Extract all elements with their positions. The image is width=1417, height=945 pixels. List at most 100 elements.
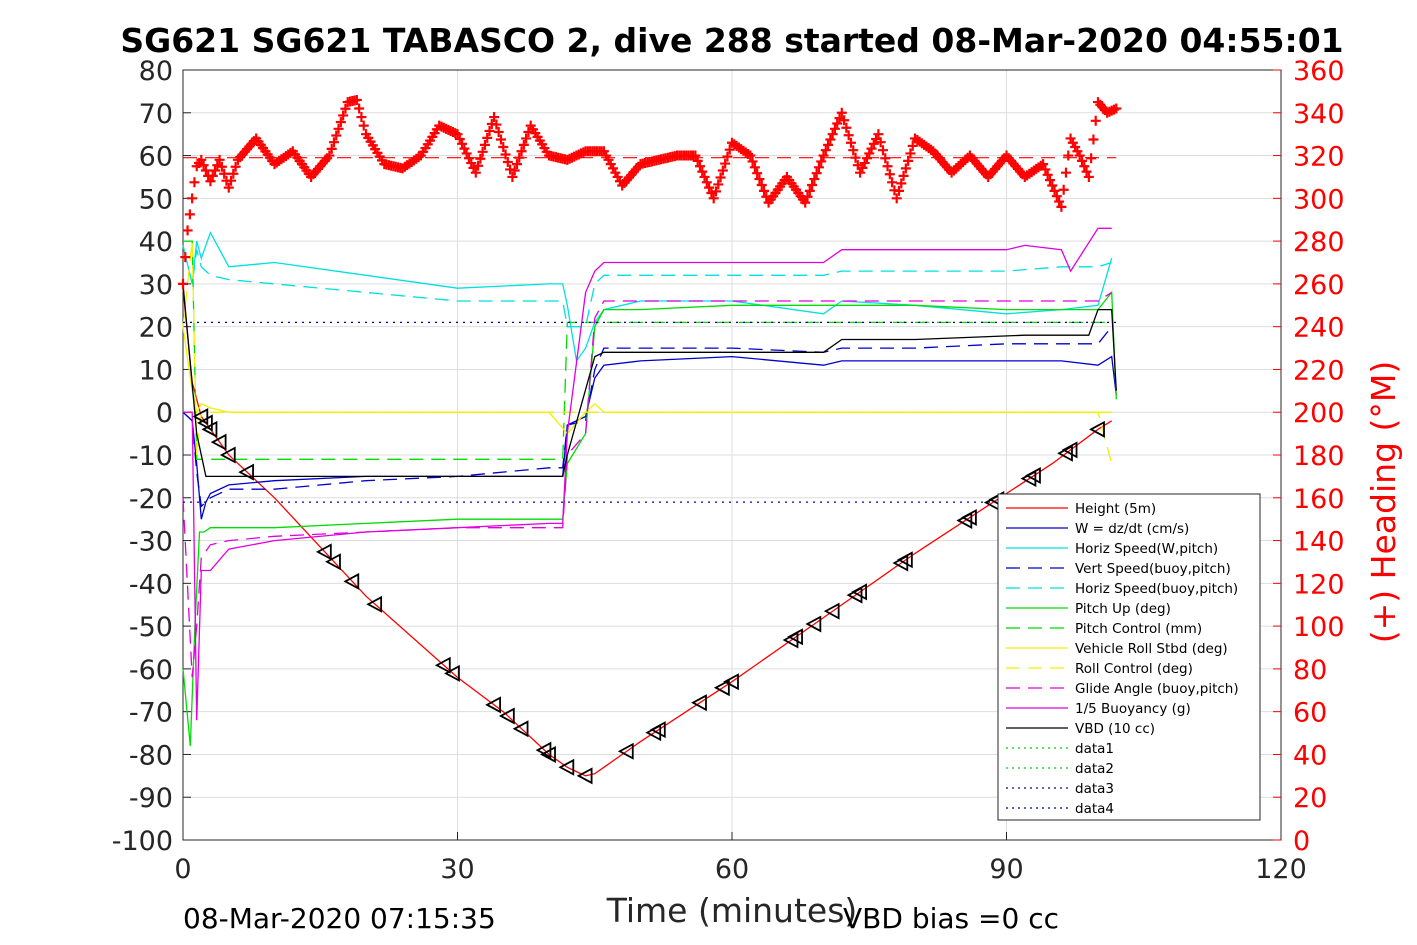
dive-marker	[851, 583, 867, 601]
dive-marker	[896, 551, 913, 569]
heading-point	[861, 153, 872, 164]
y2-tick-label: 180	[1293, 441, 1345, 472]
heading-point	[690, 150, 701, 161]
legend-label: Horiz Speed(buoy,pitch)	[1075, 581, 1238, 597]
heading-point	[226, 175, 237, 186]
dive-marker	[961, 508, 977, 526]
dive-marker	[540, 745, 556, 763]
heading-point	[507, 171, 518, 182]
heading-point	[457, 138, 468, 149]
heading-point	[1079, 161, 1090, 172]
heading-point	[189, 177, 200, 188]
dive-marker	[1089, 420, 1105, 438]
heading-point	[747, 156, 758, 167]
heading-point	[484, 125, 495, 136]
heading-point	[845, 137, 856, 148]
heading-point	[877, 145, 888, 156]
legend-label: Horiz Speed(W,pitch)	[1075, 541, 1218, 557]
heading-point	[230, 161, 241, 172]
y-axis-ticks: 80 70 60 50 40 30 20 10 0 -10 -20 -30 -40 -50 -60 -70 -8…	[112, 56, 191, 857]
heading-point	[1047, 180, 1058, 191]
heading-point	[873, 129, 884, 140]
dive-marker	[366, 595, 383, 613]
heading-point	[809, 174, 820, 185]
heading-point	[710, 186, 721, 197]
heading-point	[699, 171, 710, 182]
footer-vbd-bias: VBD bias =0 cc	[843, 902, 1059, 935]
y2-tick-label: 360	[1293, 56, 1345, 87]
heading-point	[694, 161, 705, 172]
legend-label: Vert Speed(buoy,pitch)	[1075, 561, 1231, 577]
heading-point	[356, 112, 367, 123]
dive-markers	[192, 407, 1105, 785]
y-tick-label: 80	[139, 56, 173, 87]
heading-point	[331, 130, 342, 141]
series-group	[182, 227, 1117, 777]
dive-marker	[192, 407, 209, 426]
heading-point	[495, 134, 506, 145]
y2-tick-label: 320	[1293, 142, 1345, 173]
heading-point	[219, 168, 230, 179]
heading-point	[868, 138, 879, 149]
heading-point	[866, 143, 877, 154]
heading-point	[692, 155, 703, 166]
series-line-0	[182, 288, 1113, 777]
x-tick-label: 120	[1255, 854, 1307, 885]
heading-point	[802, 191, 813, 202]
heading-point	[214, 154, 225, 165]
legend-label: Height (5m)	[1075, 501, 1156, 517]
heading-point	[328, 137, 339, 148]
y-tick-label: -90	[129, 783, 173, 814]
chart-title: SG621 SG621 TABASCO 2, dive 288 started …	[120, 21, 1343, 60]
dive-marker	[196, 414, 213, 432]
heading-point	[212, 160, 223, 171]
y2-axis-ticks: 3603403203002802602402202001801601401201…	[1273, 56, 1345, 857]
heading-point	[834, 113, 845, 124]
y2-tick-label: 280	[1293, 227, 1345, 258]
heading-point	[884, 169, 895, 180]
heading-point	[841, 122, 852, 133]
legend-label: data1	[1075, 741, 1114, 757]
heading-point	[898, 170, 909, 181]
heading-point	[759, 185, 770, 196]
heading-point	[200, 165, 211, 176]
heading-point	[827, 129, 838, 140]
legend-label: Vehicle Roll Stbd (deg)	[1075, 641, 1228, 657]
series-line-2	[182, 231, 1113, 363]
dive-marker	[576, 767, 593, 785]
heading-point	[893, 185, 904, 196]
dive-marker	[434, 656, 451, 674]
heading-point	[463, 153, 474, 164]
heading-point	[184, 209, 195, 220]
heading-point	[1081, 166, 1092, 177]
heading-point	[516, 146, 527, 157]
heading-point	[521, 133, 532, 144]
heading-point	[205, 176, 216, 187]
heading-point	[855, 167, 866, 178]
dive-marker	[787, 628, 803, 646]
heading-point	[477, 146, 488, 157]
heading-point	[706, 187, 717, 198]
heading-point	[228, 168, 239, 179]
y-tick-label: -100	[112, 826, 173, 857]
heading-point	[1056, 201, 1067, 212]
heading-point	[1058, 184, 1069, 195]
dive-marker	[238, 463, 254, 481]
y2-tick-label: 0	[1293, 826, 1310, 857]
heading-point	[498, 142, 509, 152]
heading-point	[207, 170, 218, 181]
legend-label: Pitch Up (deg)	[1075, 601, 1171, 617]
heading-point	[475, 153, 486, 164]
x-axis-ticks: 0 30 60 90 120	[174, 832, 1307, 885]
legend-label: 1/5 Buoyancy (g)	[1075, 701, 1191, 717]
heading-point	[896, 178, 907, 189]
heading-point	[749, 162, 760, 173]
y-tick-label: 20	[139, 313, 173, 344]
dive-marker	[691, 694, 707, 712]
heading-point	[511, 159, 522, 170]
heading-point	[715, 172, 726, 183]
legend: Height (5m) W = dz/dt (cm/s) Horiz Speed(W…	[997, 493, 1261, 821]
heading-point	[848, 145, 859, 156]
heading-point	[1044, 175, 1055, 186]
legend-label: W = dz/dt (cm/s)	[1075, 521, 1189, 537]
